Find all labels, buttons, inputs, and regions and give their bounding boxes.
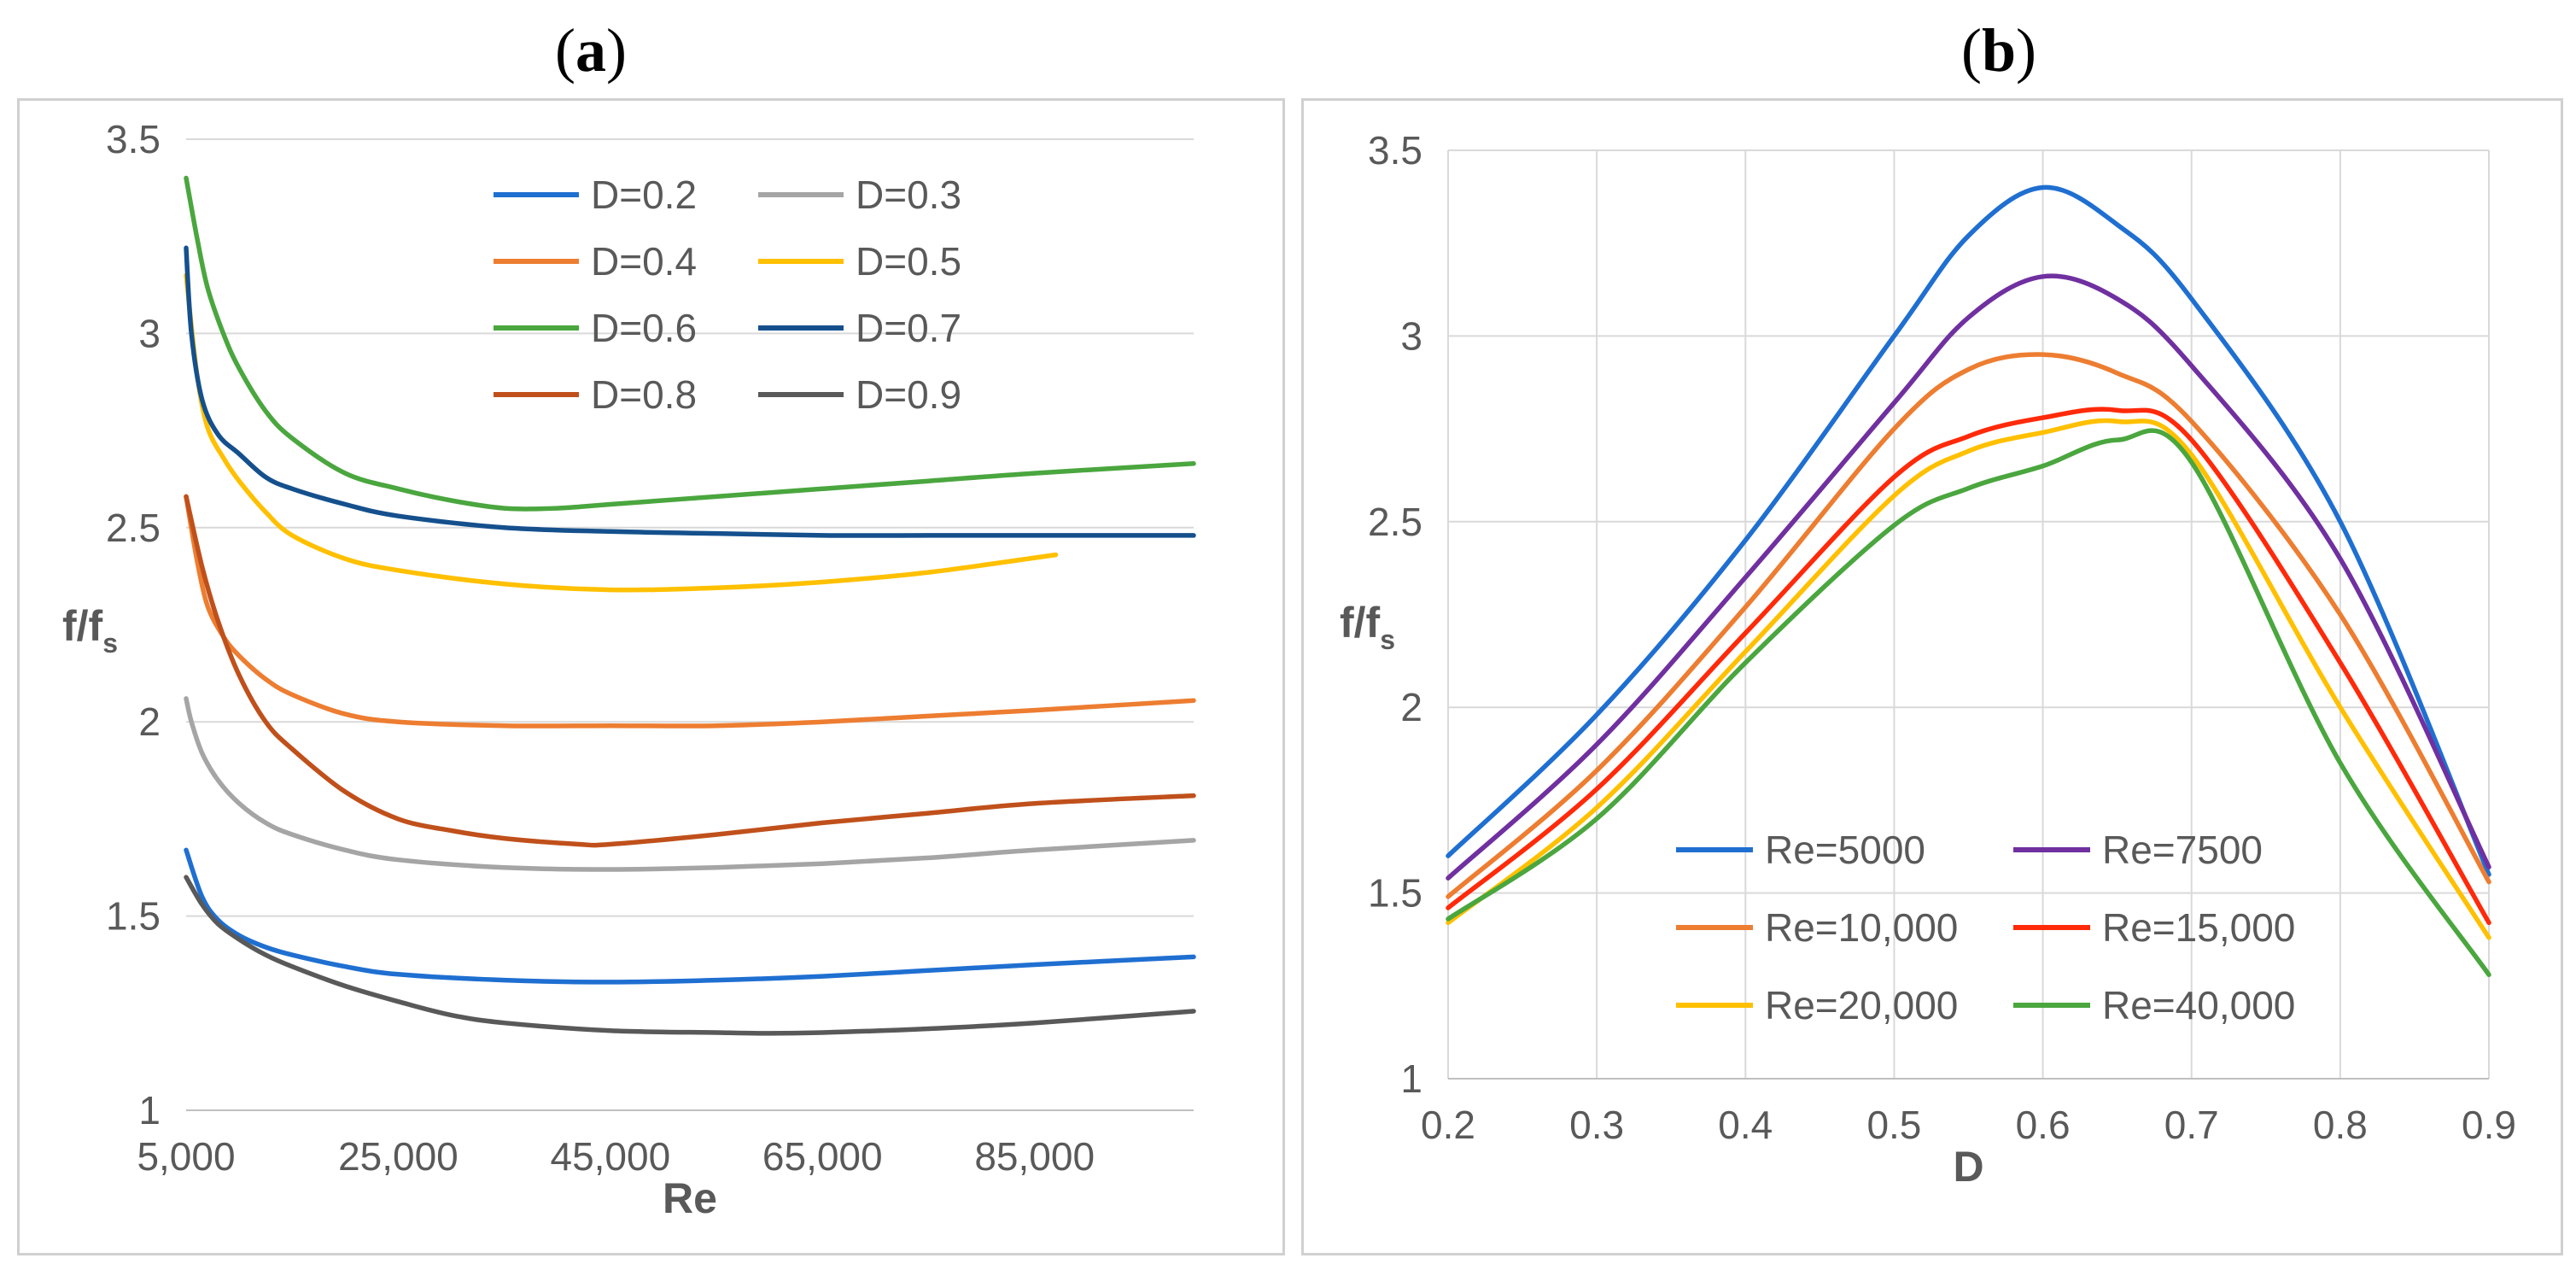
x-tick-label: 45,000	[550, 1134, 670, 1179]
series-line-re-15-000	[1446, 407, 2491, 926]
y-axis-title: f/fs	[62, 602, 118, 658]
y-axis-title-sub: s	[102, 628, 118, 658]
series-line-d-0-9	[184, 875, 1196, 1036]
y-axis-title-main: f/f	[1340, 599, 1381, 647]
series-line-re-5000	[1446, 184, 2491, 877]
series-line-d-0-8	[184, 494, 1196, 848]
x-tick-label: 0.3	[1569, 1103, 1624, 1147]
x-tick-label: 0.9	[2462, 1103, 2516, 1147]
y-tick-label: 3	[1400, 313, 1422, 358]
legend-label: D=0.4	[591, 239, 697, 284]
series-line-d-0-5	[184, 272, 1059, 593]
x-tick-label: 0.7	[2164, 1103, 2219, 1147]
x-tick-label: 0.4	[1718, 1103, 1773, 1147]
series-line-d-0-6	[184, 175, 1196, 512]
y-tick-label: 2	[138, 699, 161, 744]
chart-a-frame: 1 1.5 2 2.5 3 3.5 5,000 25,000 45,000 65,000 85,00…	[17, 98, 1285, 1255]
y-tick-label: 2.5	[1368, 500, 1422, 544]
legend-label: D=0.5	[856, 239, 961, 284]
legend-label: D=0.8	[591, 372, 697, 417]
y-tick-label: 3	[138, 311, 161, 355]
legend-label: Re=5000	[1765, 828, 1925, 872]
x-axis-title: Re	[663, 1174, 717, 1222]
y-axis-title: f/fs	[1340, 599, 1395, 655]
y-tick-label: 2	[1400, 685, 1422, 729]
legend-label: Re=20,000	[1765, 983, 1958, 1027]
series-line-d-0-7	[184, 245, 1196, 538]
series-line-re-40-000	[1446, 428, 2491, 978]
y-tick-label: 3.5	[1368, 128, 1422, 173]
chart-b: 1 1.5 2 2.5 3 3.5 0.2 0.3 0.4 0.5 0.6 0.7 0.8 0.9 Df/f…	[1340, 128, 2516, 1191]
y-tick-label: 3.5	[106, 117, 161, 161]
legend-label: Re=10,000	[1765, 905, 1958, 950]
legend-label: D=0.9	[856, 372, 961, 417]
x-tick-label: 65,000	[762, 1134, 883, 1179]
legend-label: D=0.6	[591, 306, 697, 350]
y-tick-label: 1	[1400, 1056, 1422, 1101]
series-line-re-7500	[1446, 273, 2491, 881]
x-tick-label: 5,000	[137, 1134, 235, 1179]
x-tick-label: 0.2	[1421, 1103, 1475, 1147]
series-line-d-0-3	[184, 696, 1196, 872]
y-axis-title-main: f/f	[62, 602, 103, 650]
y-tick-label: 1	[138, 1088, 161, 1132]
panel-a-label: (a)	[555, 16, 627, 85]
y-tick-label: 1.5	[1368, 871, 1422, 916]
x-axis-title: D	[1953, 1143, 1983, 1191]
series-line-re-10-000	[1446, 352, 2491, 899]
panel-b-label: (b)	[1961, 16, 2037, 85]
series-line-re-20-000	[1446, 418, 2491, 940]
x-tick-label: 0.6	[2016, 1103, 2071, 1147]
legend-label: Re=15,000	[2102, 905, 2295, 950]
x-tick-label: 25,000	[338, 1134, 459, 1179]
chart-a: 1 1.5 2 2.5 3 3.5 5,000 25,000 45,000 65,000 85,00…	[62, 117, 1196, 1222]
x-tick-label: 0.5	[1866, 1103, 1921, 1147]
legend-label: D=0.3	[856, 173, 961, 217]
x-tick-label: 0.8	[2313, 1103, 2368, 1147]
y-tick-label: 2.5	[106, 506, 161, 550]
x-tick-label: 85,000	[974, 1134, 1095, 1179]
legend-label: Re=7500	[2102, 828, 2263, 872]
series-line-d-0-2	[184, 847, 1196, 985]
y-tick-label: 1.5	[106, 894, 161, 939]
y-axis-title-sub: s	[1380, 624, 1395, 655]
legend-label: D=0.7	[856, 306, 961, 350]
legend-label: Re=40,000	[2102, 983, 2295, 1027]
legend-label: D=0.2	[591, 173, 697, 217]
